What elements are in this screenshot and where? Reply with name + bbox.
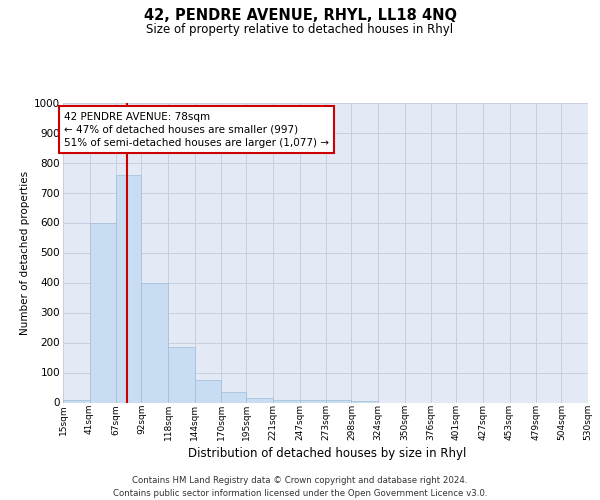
- Bar: [142, 282, 168, 403]
- Bar: [63, 400, 89, 402]
- Text: 42 PENDRE AVENUE: 78sqm
← 47% of detached houses are smaller (997)
51% of semi-d: 42 PENDRE AVENUE: 78sqm ← 47% of detache…: [64, 112, 329, 148]
- Text: 42, PENDRE AVENUE, RHYL, LL18 4NQ: 42, PENDRE AVENUE, RHYL, LL18 4NQ: [143, 8, 457, 22]
- Bar: [221, 392, 247, 402]
- Text: Size of property relative to detached houses in Rhyl: Size of property relative to detached ho…: [146, 22, 454, 36]
- Bar: [247, 398, 273, 402]
- Text: Distribution of detached houses by size in Rhyl: Distribution of detached houses by size …: [188, 448, 466, 460]
- Bar: [273, 400, 299, 402]
- Bar: [89, 222, 116, 402]
- Y-axis label: Number of detached properties: Number of detached properties: [20, 170, 30, 334]
- Bar: [116, 174, 142, 402]
- Bar: [194, 380, 221, 402]
- Text: Contains HM Land Registry data © Crown copyright and database right 2024.: Contains HM Land Registry data © Crown c…: [132, 476, 468, 485]
- Bar: [299, 400, 326, 402]
- Bar: [326, 400, 352, 402]
- Bar: [168, 347, 194, 403]
- Text: Contains public sector information licensed under the Open Government Licence v3: Contains public sector information licen…: [113, 489, 487, 498]
- Bar: [352, 401, 378, 402]
